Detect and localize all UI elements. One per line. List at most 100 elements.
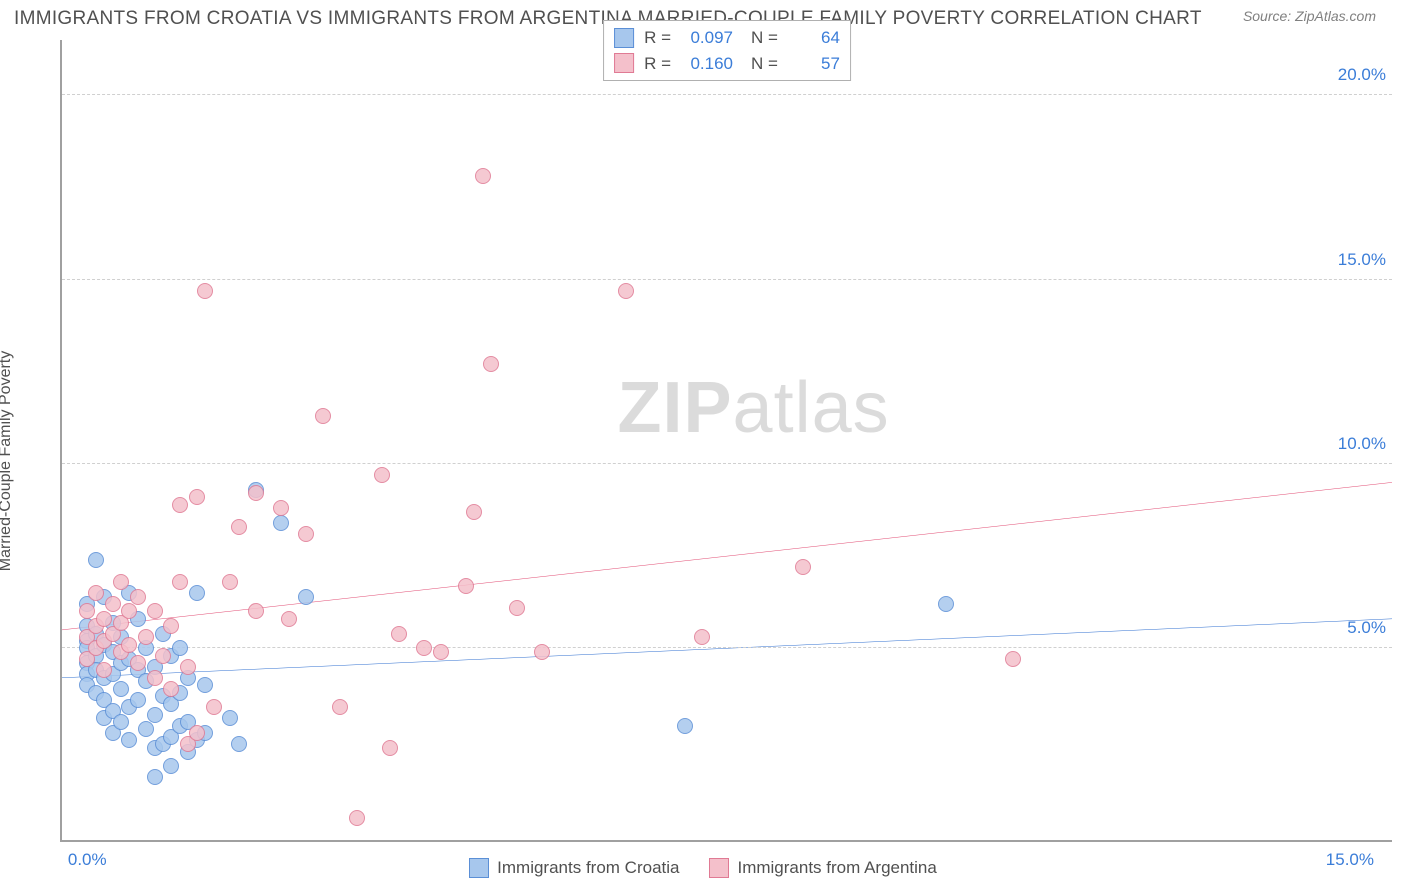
grid-line bbox=[62, 463, 1392, 464]
scatter-point-argentina bbox=[155, 648, 171, 664]
scatter-point-argentina bbox=[180, 659, 196, 675]
scatter-point-argentina bbox=[795, 559, 811, 575]
scatter-point-croatia bbox=[113, 714, 129, 730]
scatter-point-argentina bbox=[374, 467, 390, 483]
n-value: 64 bbox=[788, 25, 840, 51]
scatter-point-argentina bbox=[458, 578, 474, 594]
n-value: 57 bbox=[788, 51, 840, 77]
scatter-point-croatia bbox=[147, 769, 163, 785]
scatter-point-argentina bbox=[105, 596, 121, 612]
scatter-point-croatia bbox=[197, 677, 213, 693]
y-tick-label: 15.0% bbox=[1338, 250, 1386, 270]
scatter-point-croatia bbox=[121, 732, 137, 748]
scatter-point-croatia bbox=[273, 515, 289, 531]
grid-line bbox=[62, 647, 1392, 648]
scatter-point-croatia bbox=[138, 721, 154, 737]
scatter-point-argentina bbox=[231, 519, 247, 535]
scatter-point-argentina bbox=[298, 526, 314, 542]
scatter-point-argentina bbox=[349, 810, 365, 826]
scatter-point-argentina bbox=[391, 626, 407, 642]
legend-row-argentina: R = 0.160 N = 57 bbox=[614, 51, 840, 77]
legend-row-croatia: R = 0.097 N = 64 bbox=[614, 25, 840, 51]
scatter-point-argentina bbox=[189, 725, 205, 741]
scatter-point-croatia bbox=[88, 552, 104, 568]
scatter-point-argentina bbox=[273, 500, 289, 516]
legend-item-croatia: Immigrants from Croatia bbox=[469, 858, 679, 878]
chart-container: Married-Couple Family Poverty ZIPatlas R… bbox=[14, 40, 1392, 882]
scatter-point-croatia bbox=[189, 585, 205, 601]
scatter-point-argentina bbox=[1005, 651, 1021, 667]
scatter-point-argentina bbox=[416, 640, 432, 656]
scatter-point-argentina bbox=[121, 603, 137, 619]
legend-label: Immigrants from Argentina bbox=[737, 858, 936, 878]
scatter-point-argentina bbox=[96, 662, 112, 678]
r-label: R = bbox=[644, 25, 671, 51]
scatter-point-croatia bbox=[222, 710, 238, 726]
legend-item-argentina: Immigrants from Argentina bbox=[709, 858, 936, 878]
legend-swatch bbox=[709, 858, 729, 878]
scatter-point-croatia bbox=[938, 596, 954, 612]
scatter-point-argentina bbox=[433, 644, 449, 660]
source-attribution: Source: ZipAtlas.com bbox=[1243, 8, 1376, 24]
scatter-point-argentina bbox=[248, 603, 264, 619]
scatter-point-argentina bbox=[172, 497, 188, 513]
legend-label: Immigrants from Croatia bbox=[497, 858, 679, 878]
plot-area: ZIPatlas R =0.097N =64R =0.160N =57 5.0%… bbox=[60, 40, 1392, 842]
watermark: ZIPatlas bbox=[618, 367, 890, 449]
legend-swatch bbox=[614, 28, 634, 48]
scatter-point-argentina bbox=[483, 356, 499, 372]
scatter-point-argentina bbox=[281, 611, 297, 627]
scatter-point-croatia bbox=[147, 707, 163, 723]
scatter-point-argentina bbox=[130, 589, 146, 605]
legend-correlation: R = 0.097 N = 64 R = 0.160 N = 57 bbox=[603, 20, 851, 81]
n-label: N = bbox=[751, 25, 778, 51]
scatter-point-argentina bbox=[121, 637, 137, 653]
scatter-point-argentina bbox=[509, 600, 525, 616]
scatter-point-argentina bbox=[88, 585, 104, 601]
scatter-point-argentina bbox=[130, 655, 146, 671]
scatter-point-argentina bbox=[382, 740, 398, 756]
legend-swatch bbox=[469, 858, 489, 878]
r-label: R = bbox=[644, 51, 671, 77]
scatter-point-argentina bbox=[332, 699, 348, 715]
scatter-point-argentina bbox=[475, 168, 491, 184]
scatter-point-croatia bbox=[231, 736, 247, 752]
y-tick-label: 10.0% bbox=[1338, 434, 1386, 454]
scatter-point-argentina bbox=[163, 681, 179, 697]
legend-swatch bbox=[614, 53, 634, 73]
n-label: N = bbox=[751, 51, 778, 77]
scatter-point-croatia bbox=[298, 589, 314, 605]
watermark-bold: ZIP bbox=[618, 368, 733, 448]
scatter-point-argentina bbox=[113, 574, 129, 590]
scatter-point-croatia bbox=[163, 758, 179, 774]
y-tick-label: 5.0% bbox=[1347, 618, 1386, 638]
scatter-point-argentina bbox=[618, 283, 634, 299]
scatter-point-argentina bbox=[189, 489, 205, 505]
scatter-point-argentina bbox=[222, 574, 238, 590]
trend-lines bbox=[62, 40, 1392, 840]
scatter-point-argentina bbox=[534, 644, 550, 660]
scatter-point-croatia bbox=[172, 640, 188, 656]
scatter-point-croatia bbox=[677, 718, 693, 734]
r-value: 0.097 bbox=[681, 25, 733, 51]
scatter-point-argentina bbox=[466, 504, 482, 520]
scatter-point-argentina bbox=[147, 603, 163, 619]
r-value: 0.160 bbox=[681, 51, 733, 77]
scatter-point-croatia bbox=[130, 692, 146, 708]
scatter-point-argentina bbox=[172, 574, 188, 590]
scatter-point-argentina bbox=[694, 629, 710, 645]
y-axis-label: Married-Couple Family Poverty bbox=[0, 351, 15, 572]
scatter-point-croatia bbox=[113, 681, 129, 697]
scatter-point-argentina bbox=[206, 699, 222, 715]
grid-line bbox=[62, 94, 1392, 95]
legend-series: Immigrants from Croatia Immigrants from A… bbox=[14, 858, 1392, 878]
scatter-point-argentina bbox=[315, 408, 331, 424]
scatter-point-argentina bbox=[147, 670, 163, 686]
scatter-point-argentina bbox=[138, 629, 154, 645]
scatter-point-argentina bbox=[163, 618, 179, 634]
scatter-point-argentina bbox=[248, 485, 264, 501]
scatter-point-argentina bbox=[96, 611, 112, 627]
scatter-point-argentina bbox=[79, 603, 95, 619]
grid-line bbox=[62, 279, 1392, 280]
y-tick-label: 20.0% bbox=[1338, 65, 1386, 85]
